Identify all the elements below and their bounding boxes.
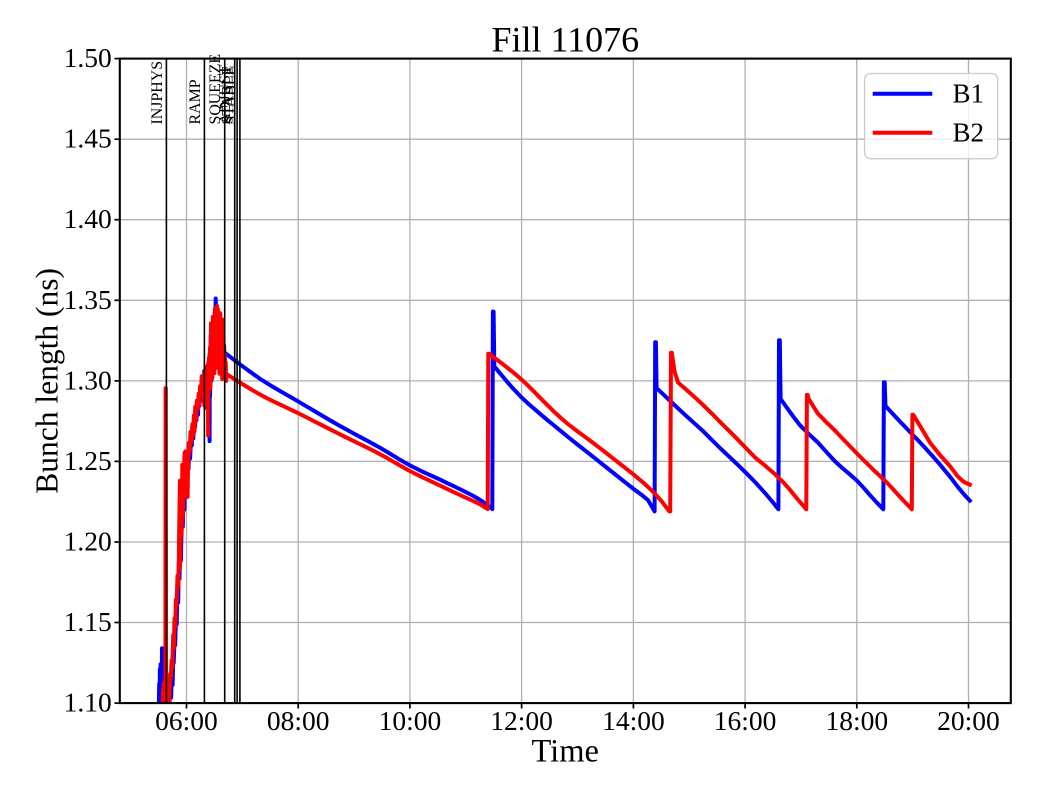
svg-text:SQUEEZE: SQUEEZE <box>207 54 224 125</box>
svg-text:1.20: 1.20 <box>64 526 112 557</box>
svg-text:1.10: 1.10 <box>64 687 112 718</box>
svg-text:B1: B1 <box>953 79 985 109</box>
svg-text:Time: Time <box>531 734 598 770</box>
svg-text:14:00: 14:00 <box>602 705 665 736</box>
svg-text:1.15: 1.15 <box>64 606 112 637</box>
svg-text:STABLE: STABLE <box>220 66 237 125</box>
svg-text:18:00: 18:00 <box>825 705 888 736</box>
svg-text:Bunch length (ns): Bunch length (ns) <box>30 268 65 494</box>
svg-text:1.50: 1.50 <box>64 42 112 73</box>
svg-text:08:00: 08:00 <box>267 705 330 736</box>
svg-text:B2: B2 <box>953 118 985 148</box>
svg-text:INJPHYS: INJPHYS <box>149 61 166 125</box>
svg-text:1.35: 1.35 <box>64 284 112 315</box>
svg-text:12:00: 12:00 <box>490 705 553 736</box>
svg-text:16:00: 16:00 <box>714 705 777 736</box>
svg-text:STABLE: STABLE <box>222 66 239 125</box>
svg-text:Fill 11076: Fill 11076 <box>491 20 639 60</box>
svg-text:10:00: 10:00 <box>379 705 442 736</box>
svg-text:20:00: 20:00 <box>937 705 1000 736</box>
svg-text:ADJUST: ADJUST <box>217 65 234 124</box>
svg-text:1.40: 1.40 <box>64 203 112 234</box>
svg-text:1.30: 1.30 <box>64 364 112 395</box>
svg-text:1.45: 1.45 <box>64 123 112 154</box>
svg-text:06:00: 06:00 <box>155 705 218 736</box>
svg-text:1.25: 1.25 <box>64 445 112 476</box>
svg-text:RAMP: RAMP <box>187 79 204 124</box>
